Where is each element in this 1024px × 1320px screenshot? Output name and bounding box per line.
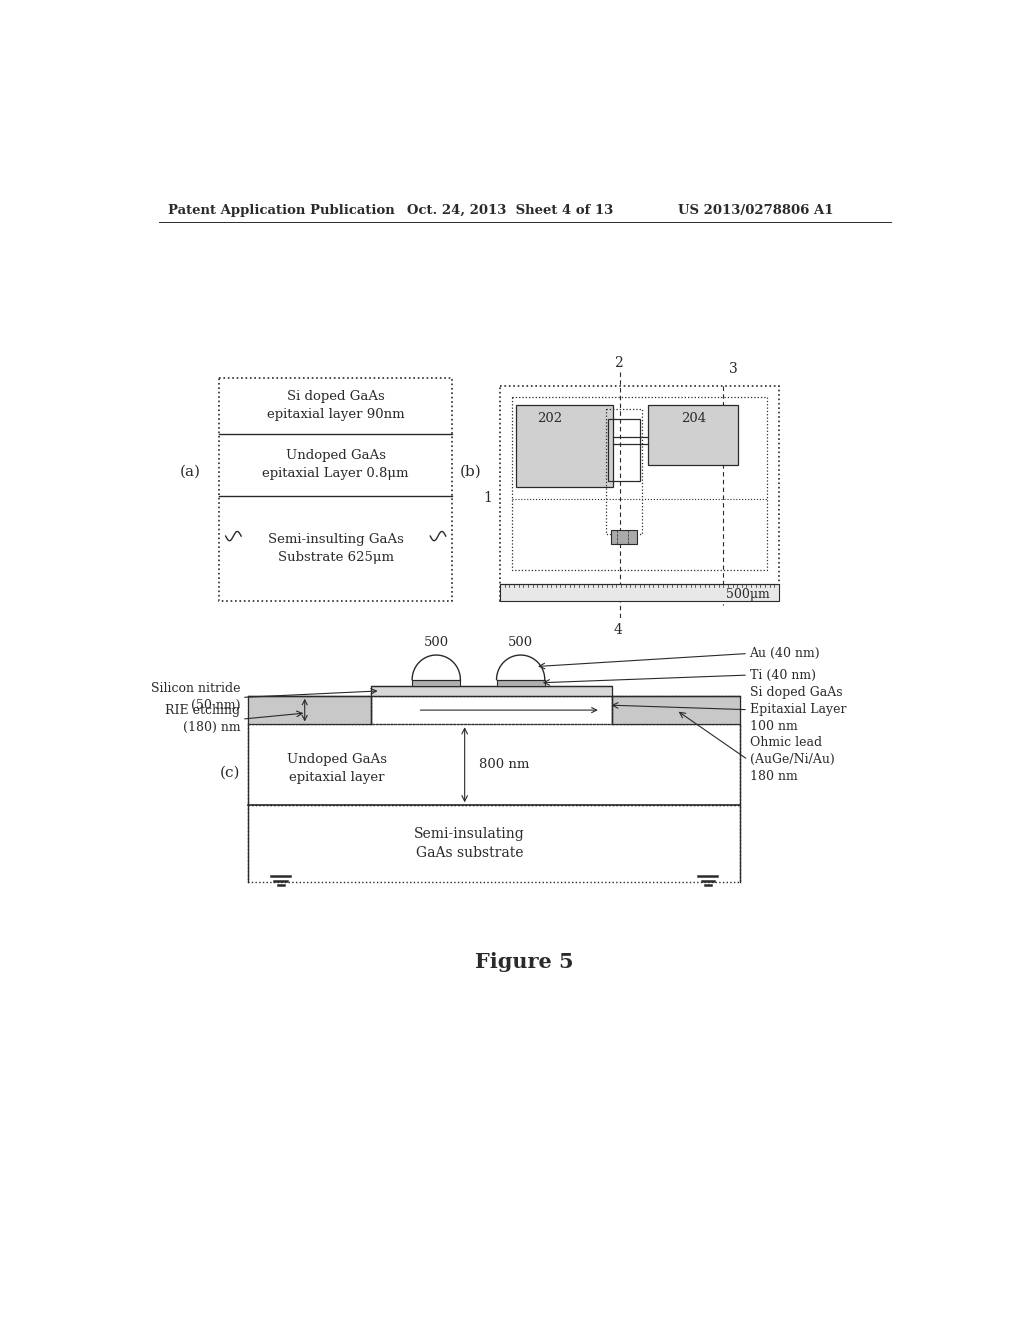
Bar <box>412 680 461 686</box>
Bar <box>500 585 779 601</box>
Text: Undoped GaAs
epitaxial layer: Undoped GaAs epitaxial layer <box>287 754 387 784</box>
Bar <box>512 397 767 570</box>
Text: (c): (c) <box>220 766 241 780</box>
Text: US 2013/0278806 A1: US 2013/0278806 A1 <box>678 205 834 218</box>
Bar <box>371 696 612 725</box>
Bar <box>219 378 452 601</box>
Text: Si doped GaAs
Epitaxial Layer
100 nm: Si doped GaAs Epitaxial Layer 100 nm <box>750 686 846 733</box>
Bar <box>611 529 637 544</box>
Bar <box>500 385 779 601</box>
Bar <box>515 405 612 487</box>
Bar <box>648 405 738 465</box>
Text: (a): (a) <box>179 465 201 479</box>
Text: (b): (b) <box>460 465 481 479</box>
Text: Undoped GaAs
epitaxial Layer 0.8μm: Undoped GaAs epitaxial Layer 0.8μm <box>262 449 409 480</box>
Text: Si doped GaAs
epitaxial layer 90nm: Si doped GaAs epitaxial layer 90nm <box>267 391 404 421</box>
Bar <box>608 418 640 482</box>
Text: Silicon nitride
(50 nm): Silicon nitride (50 nm) <box>151 682 241 713</box>
Text: Semi-insulting GaAs
Substrate 625μm: Semi-insulting GaAs Substrate 625μm <box>267 533 403 564</box>
Text: 202: 202 <box>537 412 562 425</box>
Text: RIE etching
(180) nm: RIE etching (180) nm <box>165 704 241 734</box>
Text: Oct. 24, 2013  Sheet 4 of 13: Oct. 24, 2013 Sheet 4 of 13 <box>407 205 613 218</box>
Bar <box>606 409 642 533</box>
Bar <box>248 696 371 725</box>
Text: Au (40 nm): Au (40 nm) <box>750 647 820 660</box>
Bar <box>248 696 371 725</box>
Text: Patent Application Publication: Patent Application Publication <box>168 205 395 218</box>
Text: Ohmic lead
(AuGe/Ni/Au)
180 nm: Ohmic lead (AuGe/Ni/Au) 180 nm <box>750 737 835 783</box>
Bar <box>248 725 740 805</box>
Bar <box>497 680 545 686</box>
Text: 1: 1 <box>483 491 493 504</box>
Bar <box>371 686 612 696</box>
Text: 4: 4 <box>614 623 623 636</box>
Text: 2: 2 <box>614 356 623 370</box>
Text: 500μm: 500μm <box>726 587 770 601</box>
Text: Figure 5: Figure 5 <box>475 952 574 972</box>
Text: 500: 500 <box>424 636 449 649</box>
Text: 204: 204 <box>681 412 706 425</box>
Text: Semi-insulating
GaAs substrate: Semi-insulating GaAs substrate <box>414 826 525 861</box>
Text: 3: 3 <box>729 362 738 376</box>
Text: 500: 500 <box>508 636 534 649</box>
Text: Ti (40 nm): Ti (40 nm) <box>750 668 815 681</box>
Bar <box>612 696 740 725</box>
Bar <box>612 696 740 725</box>
Bar <box>248 805 740 882</box>
Text: 800 nm: 800 nm <box>478 758 529 771</box>
